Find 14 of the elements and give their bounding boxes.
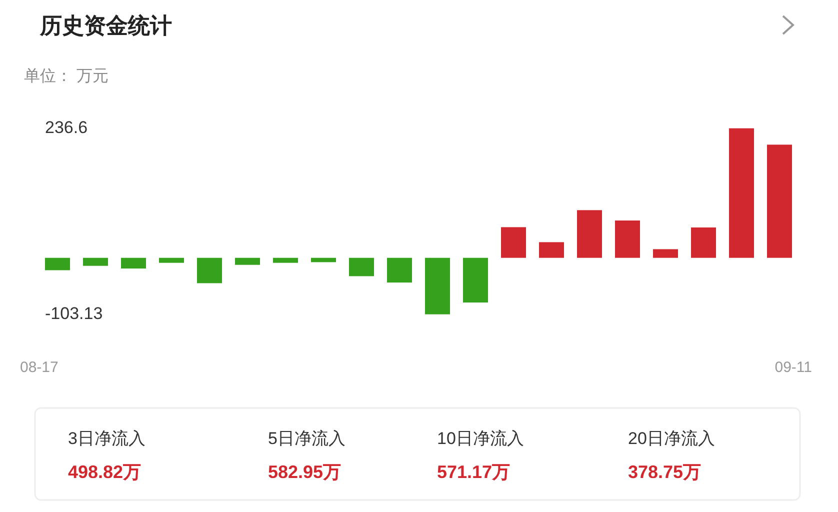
text: 378.75万 [628,462,702,482]
text: 10日净流入 [437,429,524,448]
text: 3日净流入 [68,429,146,448]
chart-subtitle: 单位： 万元 [24,67,108,85]
text: 571.17万 [437,462,510,482]
text: 5日净流入 [268,429,346,448]
text: 20日净流入 [628,429,715,448]
chart-title: 历史资金统计 [39,13,172,38]
x-tick-label: 09-11 [774,359,812,376]
text: 582.95万 [268,462,342,482]
text: 498.82万 [68,462,142,482]
x-tick-label: 08-17 [20,359,58,376]
y-tick-label: 236.6 [45,118,88,137]
y-tick-label: -103.13 [45,304,103,323]
